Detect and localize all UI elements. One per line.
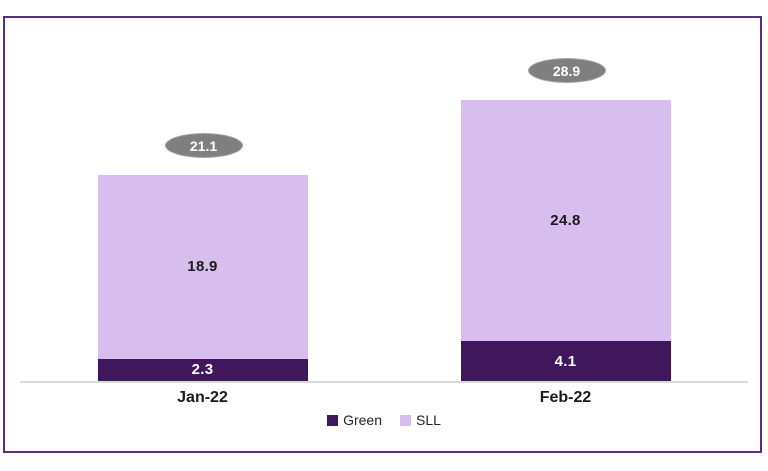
x-axis-label-feb-22: Feb-22 (539, 389, 592, 406)
legend-item-sll: SLL (400, 412, 441, 428)
legend: Green SLL (0, 412, 768, 428)
x-axis-line (20, 381, 748, 383)
legend-swatch-green (327, 414, 339, 426)
legend-label-sll: SLL (416, 412, 441, 428)
data-label-sll-feb-22: 24.8 (550, 212, 581, 230)
data-label-green-jan-22: 2.3 (191, 361, 214, 379)
total-badge-feb-22: 28.9 (527, 58, 606, 84)
legend-swatch-sll (400, 414, 411, 426)
bar-group-jan-22: 2.3 18.9 21.1 (97, 0, 308, 381)
legend-label-green: Green (343, 412, 382, 428)
bar-segment-sll-jan-22: 18.9 (97, 175, 308, 359)
bar-segment-green-feb-22: 4.1 (460, 341, 671, 381)
bar-segment-green-jan-22: 2.3 (97, 358, 308, 381)
bar-segment-sll-feb-22: 24.8 (460, 100, 671, 342)
data-label-green-feb-22: 4.1 (554, 352, 577, 370)
total-badge-jan-22: 21.1 (164, 133, 243, 159)
x-axis-label-jan-22: Jan-22 (177, 389, 228, 406)
data-label-sll-jan-22: 18.9 (187, 258, 218, 276)
legend-item-green: Green (327, 412, 382, 428)
bar-group-feb-22: 4.1 24.8 28.9 (460, 0, 671, 381)
